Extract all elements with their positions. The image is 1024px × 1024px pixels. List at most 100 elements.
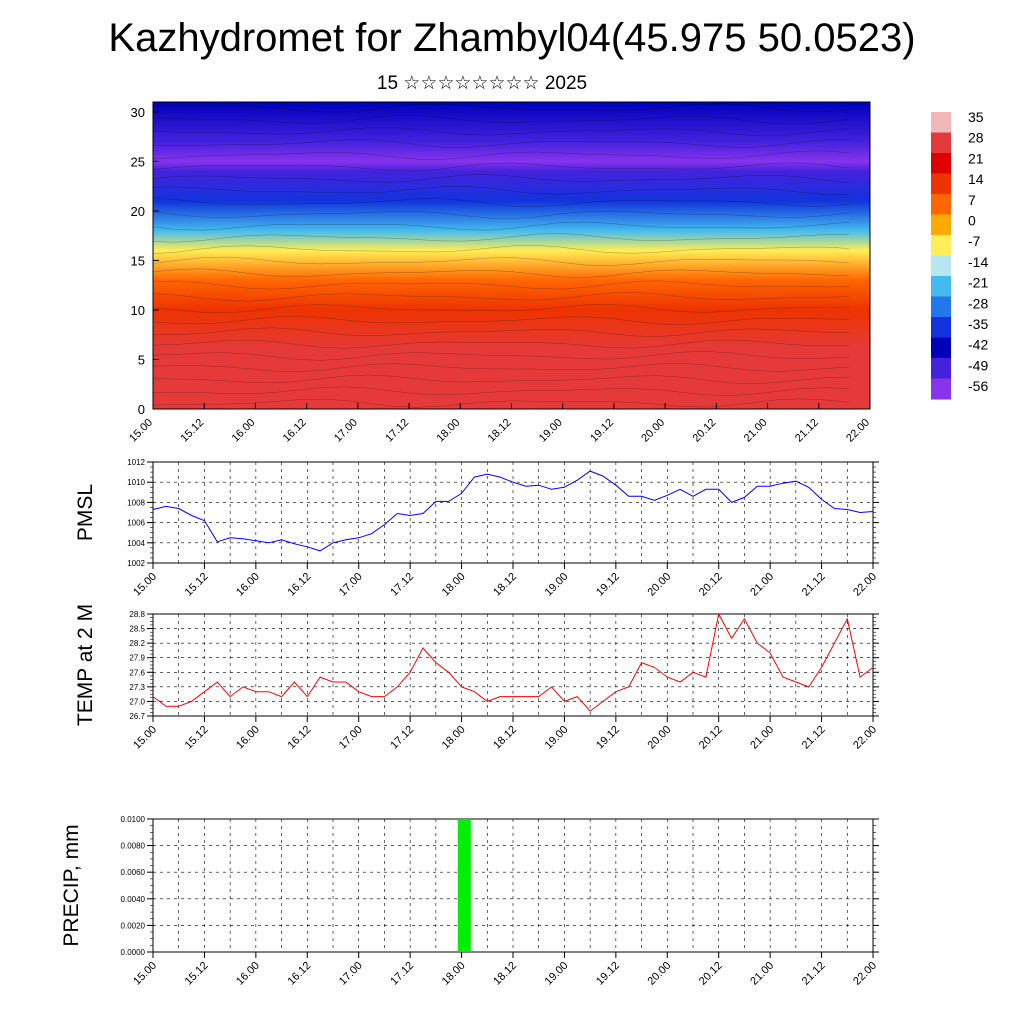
colorbar-swatch xyxy=(931,235,951,256)
x-tick-label: 17.12 xyxy=(383,417,411,445)
y-tick-label: 27.9 xyxy=(129,654,145,663)
x-tick-label: 17.00 xyxy=(337,960,365,988)
x-tick-label: 20.12 xyxy=(691,417,719,445)
x-tick-label: 19.12 xyxy=(594,571,622,599)
y-tick-label: 0.0020 xyxy=(121,921,146,930)
y-axis-label: PRECIP, mm xyxy=(60,824,83,946)
colorbar-label: -42 xyxy=(968,337,988,353)
y-tick-label: 1010 xyxy=(127,478,145,487)
y-tick-label: 27.0 xyxy=(129,697,145,706)
x-tick-label: 18.00 xyxy=(440,571,468,599)
x-tick-label: 20.12 xyxy=(697,960,725,988)
y-tick-label: 1002 xyxy=(127,559,145,568)
isolines xyxy=(152,103,850,408)
y-tick-label: 28.5 xyxy=(129,625,145,634)
x-tick-label: 19.00 xyxy=(543,724,571,752)
x-tick-label: 19.12 xyxy=(594,724,622,752)
x-tick-label: 22.00 xyxy=(851,571,879,599)
colorbar-swatch xyxy=(931,194,951,215)
x-tick-label: 20.00 xyxy=(645,960,673,988)
x-tick-label: 20.12 xyxy=(697,571,725,599)
page-subtitle: 15 ☆☆☆☆☆☆☆☆ 2025 xyxy=(376,73,588,94)
x-tick-label: 16.12 xyxy=(285,960,313,988)
y-tick-label: 15 xyxy=(131,253,145,268)
x-tick-label: 17.12 xyxy=(388,571,416,599)
colorbar-label: -28 xyxy=(968,295,988,311)
cross-section-field xyxy=(153,102,870,409)
x-tick-label: 17.00 xyxy=(332,417,360,445)
x-tick-label: 16.12 xyxy=(281,417,309,445)
x-tick-label: 15.00 xyxy=(127,417,155,445)
colorbar-label: 7 xyxy=(968,192,976,208)
x-tick-label: 16.00 xyxy=(234,571,262,599)
cross-section-chart: 0 5 10 15 20 25 30 15.00 15.12 16.00 16.12 17.00 17.… xyxy=(127,101,872,445)
x-tick-label: 16.00 xyxy=(230,417,258,445)
x-tick-label: 20.12 xyxy=(697,724,725,752)
y-tick-label: 0 xyxy=(138,402,145,417)
colorbar: 35 28 21 14 7 0 -7 -14 -21 -28 -35 -42 -49 -56 xyxy=(931,109,988,400)
y-tick-label: 0.0080 xyxy=(121,842,146,851)
x-tick-label: 15.00 xyxy=(131,571,159,599)
colorbar-swatch xyxy=(931,173,951,195)
colorbar-swatch xyxy=(931,112,951,133)
x-tick-label: 21.12 xyxy=(800,960,828,988)
x-tick-label: 22.00 xyxy=(844,417,872,445)
colorbar-swatch xyxy=(931,153,951,174)
x-tick-label: 15.00 xyxy=(131,960,159,988)
colorbar-label: -56 xyxy=(968,378,988,394)
y-tick-label: 25 xyxy=(131,154,145,169)
y-axis-label: PMSL xyxy=(74,484,97,541)
x-tick-label: 22.00 xyxy=(851,960,879,988)
x-tick-label: 19.00 xyxy=(543,960,571,988)
x-tick-label: 15.12 xyxy=(183,571,211,599)
x-tick-label: 18.12 xyxy=(491,724,519,752)
y-tick-label: 5 xyxy=(138,352,145,367)
colorbar-swatch xyxy=(931,132,951,154)
y-tick-label: 28.8 xyxy=(129,610,145,619)
pmsl-chart: 1002 1004 1006 1008 1010 1012 15.00 15.12 16.00 1… xyxy=(74,458,879,599)
colorbar-swatch xyxy=(931,358,951,379)
x-tick-label: 18.12 xyxy=(486,417,514,445)
colorbar-label: 21 xyxy=(968,150,984,166)
x-tick-label: 21.00 xyxy=(748,960,776,988)
x-tick-label: 20.00 xyxy=(645,571,673,599)
x-tick-label: 19.00 xyxy=(543,571,571,599)
y-tick-label: 0.0040 xyxy=(121,895,146,904)
x-tick-label: 19.00 xyxy=(537,417,565,445)
x-tick-label: 18.00 xyxy=(440,960,468,988)
colorbar-swatch xyxy=(931,337,951,359)
colorbar-label: -35 xyxy=(968,316,988,332)
precip-chart: 0.0000 0.0020 0.0040 0.0060 0.0080 0.0100 15.0… xyxy=(60,815,879,988)
colorbar-label: -49 xyxy=(968,357,988,373)
y-tick-label: 0.0100 xyxy=(121,815,146,824)
colorbar-swatch xyxy=(931,276,951,297)
y-tick-label: 1008 xyxy=(127,498,145,507)
colorbar-label: -14 xyxy=(968,254,988,270)
x-tick-label: 16.12 xyxy=(285,571,313,599)
x-tick-label: 20.00 xyxy=(645,724,673,752)
x-tick-label: 17.00 xyxy=(337,571,365,599)
colorbar-swatch xyxy=(931,317,951,338)
colorbar-label: 35 xyxy=(968,109,984,125)
x-tick-label: 18.12 xyxy=(491,960,519,988)
x-tick-label: 21.12 xyxy=(793,417,821,445)
y-tick-label: 0.0000 xyxy=(121,948,146,957)
temp-chart: 26.7 27.0 27.3 27.6 27.9 28.2 28.5 28.8 15.00 15.… xyxy=(74,604,879,752)
colorbar-swatch xyxy=(931,296,951,318)
x-tick-label: 16.00 xyxy=(234,960,262,988)
y-tick-label: 30 xyxy=(131,105,145,120)
colorbar-swatch xyxy=(931,255,951,277)
x-tick-label: 17.00 xyxy=(337,724,365,752)
colorbar-label: -21 xyxy=(968,275,988,291)
x-tick-label: 15.12 xyxy=(183,960,211,988)
y-tick-label: 1004 xyxy=(127,539,145,548)
x-tick-label: 15.12 xyxy=(178,417,206,445)
x-tick-label: 22.00 xyxy=(851,724,879,752)
y-tick-label: 27.6 xyxy=(129,668,145,677)
y-tick-label: 1006 xyxy=(127,519,145,528)
x-tick-label: 21.12 xyxy=(800,571,828,599)
x-tick-label: 21.12 xyxy=(800,724,828,752)
x-tick-label: 18.00 xyxy=(434,417,462,445)
x-tick-label: 16.00 xyxy=(234,724,262,752)
